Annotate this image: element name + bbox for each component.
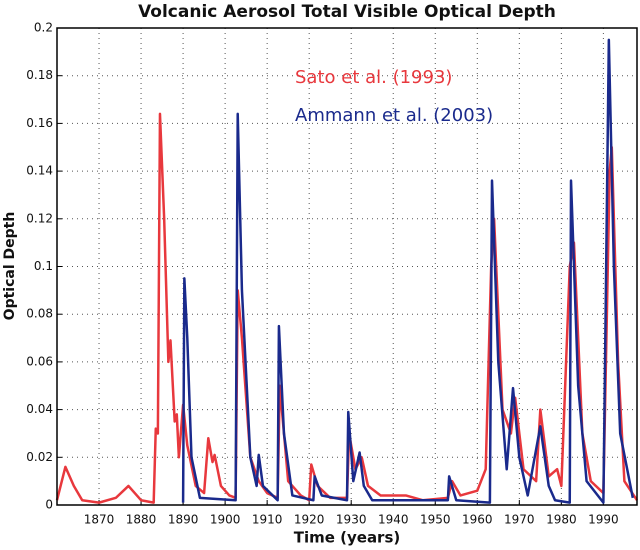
x-tick-label: 1940 bbox=[378, 513, 409, 527]
x-tick-label: 1990 bbox=[588, 513, 619, 527]
x-tick-label: 1890 bbox=[168, 513, 199, 527]
y-tick-label: 0.16 bbox=[26, 116, 53, 130]
y-tick-label: 0.2 bbox=[34, 21, 53, 35]
y-tick-label: 0.06 bbox=[26, 354, 53, 368]
y-tick-label: 0.14 bbox=[26, 164, 53, 178]
legend-entry: Sato et al. (1993) bbox=[295, 67, 452, 88]
y-tick-label: 0.1 bbox=[34, 259, 53, 273]
x-tick-label: 1980 bbox=[546, 513, 577, 527]
y-axis-label: Optical Depth bbox=[2, 212, 18, 321]
plot-frame bbox=[56, 27, 638, 506]
chart-title: Volcanic Aerosol Total Visible Optical D… bbox=[138, 2, 556, 22]
y-tick-label: 0.08 bbox=[26, 307, 53, 321]
x-tick-label: 1880 bbox=[126, 513, 157, 527]
x-tick-label: 1930 bbox=[336, 513, 367, 527]
y-tick-label: 0.18 bbox=[26, 68, 53, 82]
x-tick-label: 1870 bbox=[84, 513, 115, 527]
x-tick-label: 1960 bbox=[462, 513, 493, 527]
x-tick-label: 1970 bbox=[504, 513, 535, 527]
x-tick-label: 1900 bbox=[210, 513, 241, 527]
y-tick-label: 0.04 bbox=[26, 402, 53, 416]
legend-entry: Ammann et al. (2003) bbox=[295, 105, 493, 126]
x-axis-label: Time (years) bbox=[294, 529, 401, 547]
y-tick-label: 0.02 bbox=[26, 450, 53, 464]
data-line bbox=[181, 38, 635, 504]
y-tick-label: 0 bbox=[45, 498, 53, 512]
x-tick-label: 1920 bbox=[294, 513, 325, 527]
y-tick-label: 0.12 bbox=[26, 211, 53, 225]
x-tick-label: 1950 bbox=[420, 513, 451, 527]
x-tick-label: 1910 bbox=[252, 513, 283, 527]
